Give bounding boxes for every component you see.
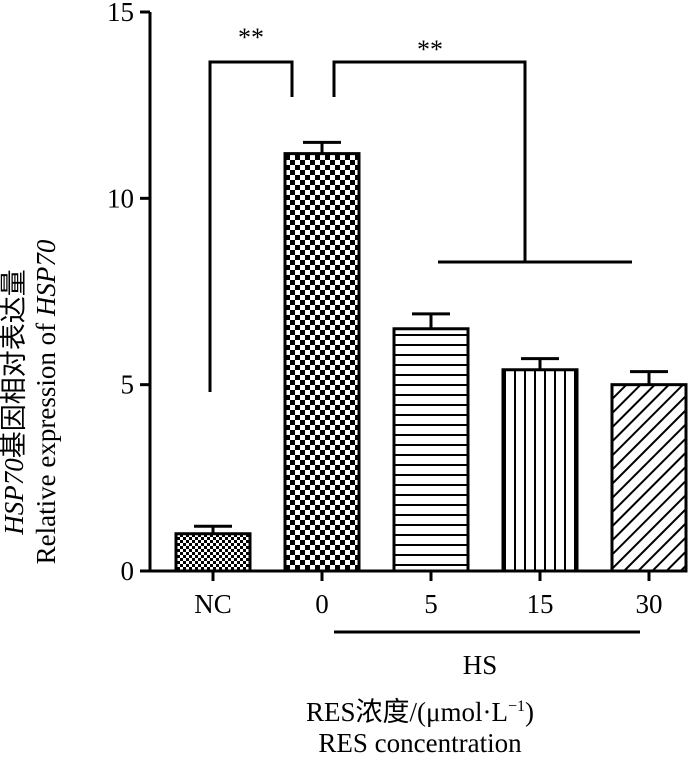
y-tick-label: 0 <box>121 556 135 586</box>
significance-brackets: ** ** <box>208 23 632 392</box>
bar <box>610 383 688 573</box>
x-tick-label: 5 <box>424 589 438 619</box>
x-axis-title-zh-sup: −1 <box>507 698 525 715</box>
y-ticks: 0 5 10 15 <box>107 0 150 586</box>
x-axis-title-zh-end: ) <box>525 697 534 727</box>
y-axis-title: HSP70基因相对表达量 Relative expression of HSP7… <box>0 102 62 702</box>
y-tick-label: 15 <box>107 0 134 27</box>
bar <box>174 532 252 573</box>
bars <box>174 140 688 573</box>
y-axis-gene-en: HSP70 <box>31 239 61 317</box>
hs-group-label: HS <box>462 650 498 680</box>
y-axis-title-zh: HSP70基因相对表达量 <box>0 102 30 702</box>
y-axis-title-en: Relative expression of HSP70 <box>30 102 62 702</box>
bracket-nc-vs-0 <box>208 60 294 392</box>
x-axis-title-en: RES concentration <box>318 728 522 758</box>
bracket-0-vs-treatment <box>332 60 527 262</box>
y-axis-label-en: Relative expression of <box>31 316 61 565</box>
y-tick-label: 10 <box>107 183 134 213</box>
x-tick-label: NC <box>194 589 232 619</box>
x-ticks: NC 0 5 15 30 <box>194 571 663 619</box>
bar <box>283 152 361 573</box>
y-tick-label: 5 <box>121 370 135 400</box>
x-axis-title-zh: RES浓度/(μmol·L−1) <box>200 690 640 729</box>
bar <box>501 368 579 573</box>
y-axis-label-zh: 基因相对表达量 <box>0 269 29 459</box>
significance-label: ** <box>238 23 264 52</box>
x-tick-label: 30 <box>636 589 663 619</box>
x-axis-title-zh-main: RES浓度/(μmol·L <box>305 697 508 727</box>
bar <box>392 327 470 573</box>
significance-label: ** <box>417 35 443 64</box>
x-tick-label: 0 <box>315 589 329 619</box>
y-axis-gene-zh: HSP70 <box>0 458 29 535</box>
x-tick-label: 15 <box>527 589 554 619</box>
